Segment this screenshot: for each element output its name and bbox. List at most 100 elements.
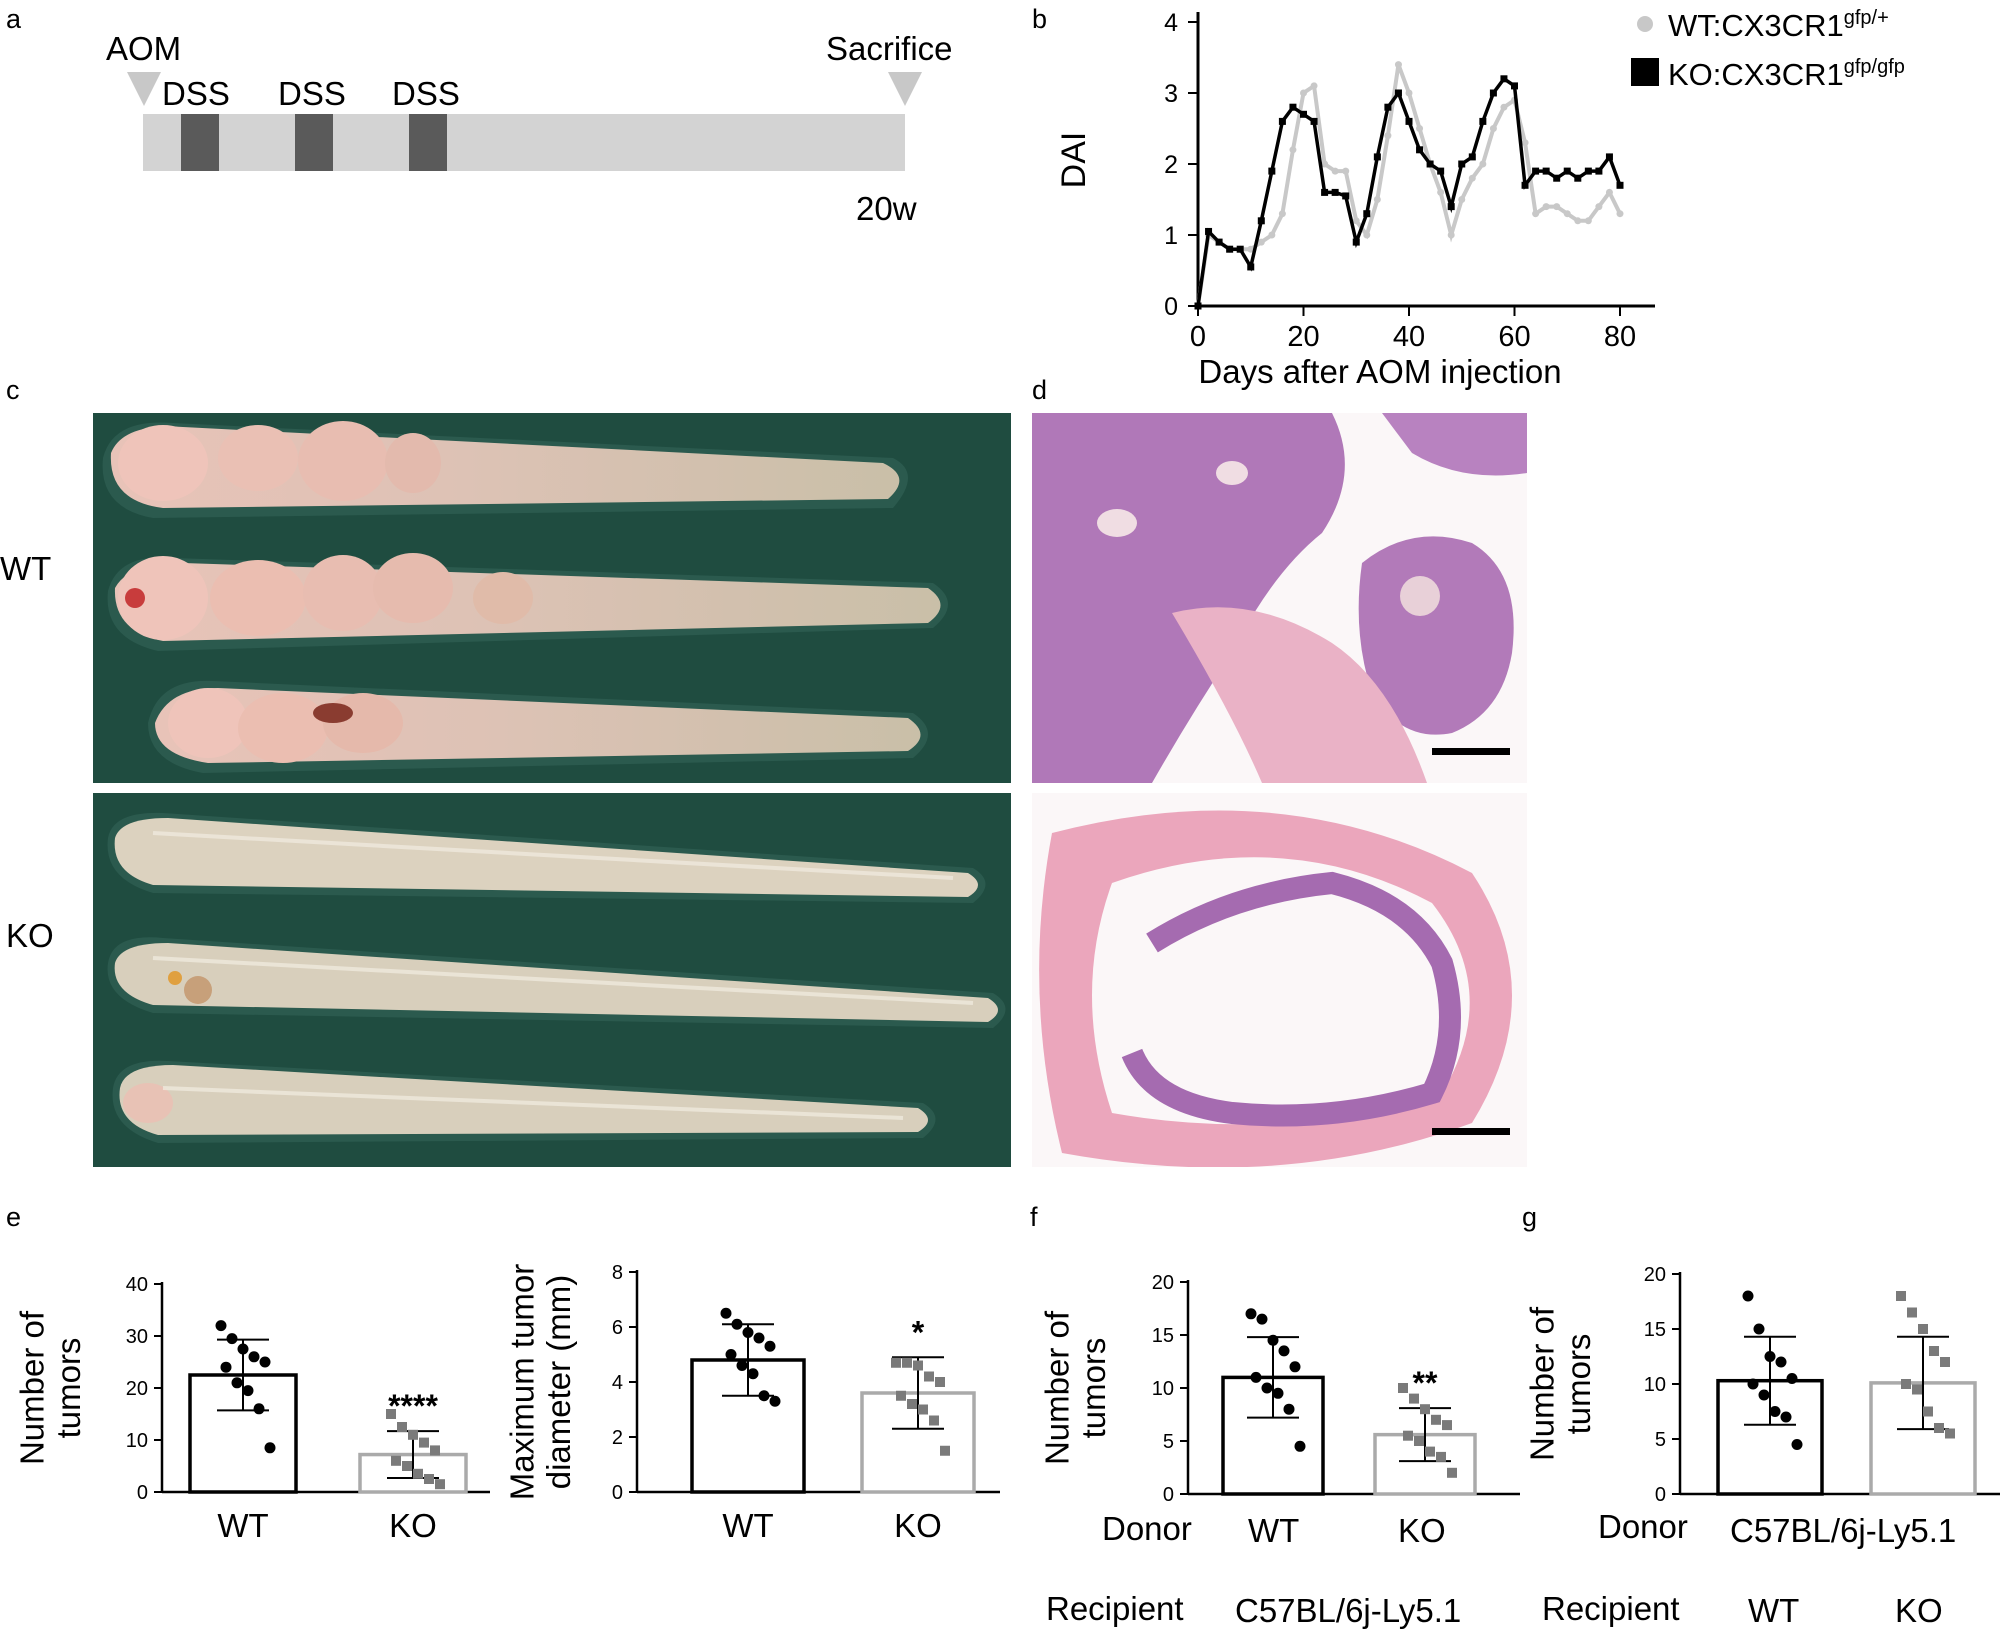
b-point-wt [1605, 188, 1613, 196]
chart-e2-point-wt [731, 1318, 743, 1330]
chart-f-point-wt [1272, 1387, 1284, 1399]
chart-g-point-ko [1945, 1428, 1955, 1439]
chart-e1-point-ko [424, 1474, 434, 1484]
f-recipient-value: C57BL/6j-Ly5.1 [1235, 1592, 1462, 1629]
chart-f-point-wt [1256, 1313, 1268, 1325]
chart-g-point-ko [1918, 1324, 1928, 1334]
wt-colon-photo [93, 413, 1011, 783]
b-point-ko [1215, 238, 1223, 246]
chart-f-point-wt [1283, 1403, 1295, 1415]
b-point-wt [1310, 82, 1318, 90]
dss-block-2 [295, 114, 333, 171]
b-y-axis-label: DAI [1055, 132, 1093, 189]
chart-f-y-tick-label: 15 [1152, 1325, 1174, 1347]
chart-e2-point-wt [725, 1349, 737, 1360]
panel-g-chart: 0 5 10 15 20 Number oftumors [1523, 1264, 2000, 1506]
chart-f-point-ko [1431, 1414, 1441, 1425]
chart-e1-point-ko [391, 1455, 401, 1466]
b-x-tick-label: 20 [1287, 321, 1319, 353]
chart-g-y-tick-label: 20 [1644, 1264, 1666, 1286]
chart-e1-y-tick-label: 30 [126, 1326, 148, 1348]
chart-f-point-ko [1436, 1451, 1446, 1462]
aom-triangle-icon [127, 72, 161, 106]
chart-f-point-wt [1261, 1382, 1273, 1394]
chart-g-y-tick-label: 15 [1644, 1319, 1666, 1341]
chart-f-point-wt [1245, 1308, 1257, 1320]
chart-e2-point-wt [736, 1360, 748, 1371]
b-point-wt [1268, 231, 1276, 239]
chart-f-point-ko [1425, 1446, 1435, 1457]
b-point-ko [1331, 188, 1339, 196]
b-point-ko [1278, 117, 1286, 125]
chart-f-y-tick-label: 0 [1163, 1484, 1174, 1506]
b-point-wt [1616, 210, 1624, 218]
chart-e1-point-ko [430, 1445, 440, 1456]
chart-g-point-ko [1901, 1379, 1911, 1389]
b-point-ko [1352, 238, 1360, 246]
b-point-ko [1521, 181, 1529, 189]
b-point-ko [1437, 167, 1445, 175]
chart-g-point-wt [1780, 1411, 1792, 1423]
b-point-wt [1405, 89, 1413, 97]
b-point-ko [1194, 302, 1202, 310]
chart-e1-y-tick-label: 10 [126, 1430, 148, 1452]
chart-e1-point-wt [237, 1343, 249, 1355]
chart-e1-significance: **** [388, 1388, 438, 1424]
legend-ko-marker [1631, 58, 1659, 86]
b-point-ko [1511, 82, 1518, 90]
chart-e1-point-ko [419, 1437, 429, 1448]
b-point-ko [1595, 167, 1603, 175]
chart-e1-y-tick-label: 0 [137, 1482, 148, 1504]
b-point-wt [1542, 203, 1550, 211]
chart-e2-y-tick-label: 6 [612, 1317, 623, 1339]
chart-g-y-tick-label: 0 [1655, 1484, 1666, 1506]
ko-colon-photo [93, 793, 1011, 1167]
chart-e1-point-wt [220, 1361, 232, 1373]
chart-e2-point-ko [902, 1357, 912, 1368]
chart-g-point-ko [1929, 1346, 1939, 1356]
chart-e1-point-wt [259, 1356, 271, 1368]
chart-e1-point-ko [397, 1422, 407, 1432]
chart-e2-category-label-wt: WT [722, 1507, 773, 1540]
chart-f-point-wt [1267, 1334, 1279, 1346]
chart-g-point-ko [1934, 1423, 1944, 1433]
chart-f-point-wt [1278, 1345, 1290, 1357]
b-point-wt [1563, 210, 1571, 218]
duration-label: 20w [856, 190, 917, 227]
b-point-ko [1616, 181, 1624, 189]
legend-wt-marker [1637, 16, 1653, 32]
chart-g-point-wt [1758, 1389, 1770, 1401]
g-recipient-ko: KO [1895, 1592, 1943, 1629]
b-point-wt [1595, 203, 1603, 211]
b-point-wt [1331, 167, 1339, 175]
chart-g-point-wt [1747, 1378, 1759, 1390]
b-point-wt [1300, 89, 1307, 97]
b-point-ko [1384, 103, 1392, 111]
b-point-ko [1553, 174, 1561, 182]
b-y-tick-label: 0 [1164, 293, 1178, 321]
chart-e2-point-wt [769, 1395, 781, 1407]
chart-g-point-ko [1896, 1291, 1906, 1301]
b-point-wt [1278, 210, 1286, 218]
chart-g-point-wt [1786, 1373, 1798, 1384]
chart-e2-point-ko [924, 1371, 934, 1382]
chart-e2-point-wt [753, 1332, 765, 1344]
chart-e1-point-ko [408, 1429, 418, 1440]
f-recipient-label: Recipient [1046, 1590, 1184, 1627]
chart-f-point-wt [1250, 1371, 1262, 1383]
wt-histology-image [1032, 413, 1527, 783]
sacrifice-triangle-icon [888, 72, 922, 106]
chart-e1-point-wt [231, 1377, 243, 1389]
panel-label-e: e [6, 1202, 22, 1232]
chart-e2-y-tick-label: 4 [612, 1372, 623, 1394]
b-point-ko [1205, 227, 1213, 235]
chart-f-point-wt [1294, 1440, 1306, 1452]
chart-g-y-tick-label: 10 [1644, 1374, 1666, 1396]
b-point-wt [1584, 217, 1592, 225]
b-point-wt [1247, 245, 1255, 253]
b-point-ko [1300, 110, 1307, 118]
b-y-tick-label: 3 [1164, 80, 1178, 108]
b-point-wt [1532, 210, 1540, 218]
chart-e2-point-ko [891, 1357, 901, 1368]
dss-block-1 [181, 114, 219, 171]
